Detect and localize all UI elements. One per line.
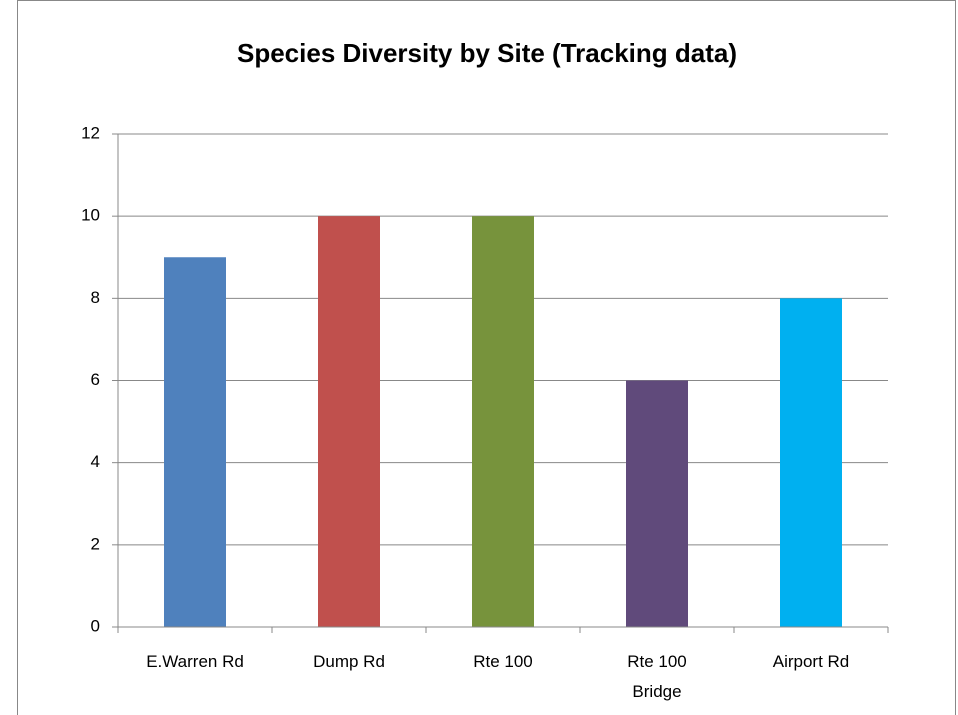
bar: [472, 216, 534, 627]
bar: [780, 298, 842, 627]
bar: [318, 216, 380, 627]
x-tick-label: Airport Rd: [772, 652, 850, 671]
y-tick-label: 0: [91, 616, 100, 635]
y-tick-label: 10: [81, 206, 100, 225]
x-tick-label: E.Warren Rd: [146, 652, 244, 671]
y-tick-label: 4: [91, 452, 100, 471]
x-tick-label: Dump Rd: [313, 652, 385, 671]
chart-title: Species Diversity by Site (Tracking data…: [237, 38, 737, 68]
chart-border: [17, 0, 956, 715]
bar: [626, 380, 688, 627]
y-tick-label: 12: [81, 123, 100, 142]
y-tick-label: 2: [91, 534, 100, 553]
bar: [164, 257, 226, 627]
y-tick-label: 6: [91, 370, 100, 389]
x-tick-label: Rte 100 Bridge: [627, 652, 687, 701]
y-tick-label: 8: [91, 288, 100, 307]
x-tick-label: Rte 100: [473, 652, 533, 671]
